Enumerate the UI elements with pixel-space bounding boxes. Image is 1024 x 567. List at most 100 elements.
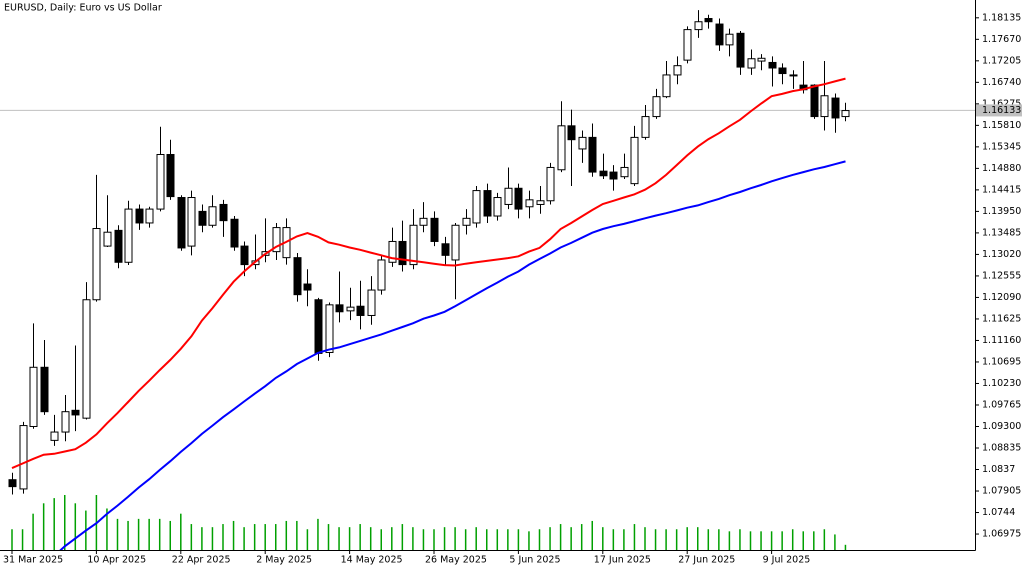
candle-body — [240, 245, 249, 266]
volume-bar — [644, 527, 646, 550]
x-tick-label: 31 Mar 2025 — [3, 555, 63, 566]
volume-bar — [127, 520, 129, 550]
volume-bar — [739, 529, 741, 550]
candle-body — [725, 33, 734, 46]
candle-body — [694, 21, 703, 31]
y-tick-label: 1.0837 — [982, 464, 1015, 475]
volume-bar — [549, 527, 551, 550]
candle-body — [820, 95, 829, 118]
volume-bar — [665, 529, 667, 550]
y-tick-label: 1.11160 — [982, 335, 1021, 346]
volume-bar — [327, 524, 330, 550]
y-tick-label: 1.11625 — [982, 313, 1021, 324]
volume-bar — [623, 529, 625, 550]
volume-bar — [591, 520, 593, 550]
candle-body — [810, 84, 819, 118]
candle-body — [789, 74, 798, 77]
moving-average — [59, 160, 846, 550]
x-tick-label: 2 May 2025 — [256, 555, 312, 566]
candle-body — [673, 65, 682, 76]
candle-body — [19, 425, 28, 490]
volume-bar — [433, 529, 435, 550]
volume-bar — [559, 524, 562, 550]
x-tick-label: 17 Jun 2025 — [594, 555, 651, 566]
candle-body — [156, 153, 165, 210]
candle-body — [92, 228, 101, 301]
candle-body — [609, 171, 618, 180]
candle-body — [683, 29, 692, 61]
y-tick-label: 1.12555 — [982, 270, 1021, 281]
candle-body — [71, 409, 80, 416]
candle-body — [61, 411, 70, 433]
candle-body — [483, 190, 492, 217]
x-tick-label: 26 May 2025 — [425, 555, 487, 566]
y-tick-label: 1.09765 — [982, 399, 1021, 410]
candle-body — [377, 259, 386, 291]
y-tick-label: 1.0744 — [982, 507, 1015, 518]
volume-bar — [275, 524, 277, 550]
volume-bar — [728, 531, 731, 550]
candle-body — [398, 240, 407, 266]
volume-bar — [222, 524, 224, 550]
volume-bar — [464, 529, 467, 550]
candle-body — [757, 57, 766, 62]
y-tick-label: 1.09300 — [982, 421, 1021, 432]
y-tick-label: 1.16740 — [982, 77, 1021, 88]
volume-bar — [53, 498, 55, 550]
volume-bar — [781, 531, 783, 550]
volume-bar — [813, 531, 815, 550]
volume-bar — [180, 513, 182, 550]
candle-body — [736, 32, 745, 68]
volume-bar — [654, 529, 657, 550]
y-tick-label: 1.15345 — [982, 141, 1021, 152]
volume-bar — [760, 531, 762, 550]
candle-body — [841, 110, 850, 118]
candle-body — [441, 243, 450, 256]
candle-body — [114, 229, 123, 263]
volume-bar — [369, 527, 372, 550]
volume-bar — [486, 529, 488, 550]
volume-bar — [243, 527, 245, 550]
candle-body — [409, 224, 418, 266]
y-tick-label: 1.07905 — [982, 486, 1021, 497]
candle-body — [462, 217, 471, 226]
candle-body — [8, 479, 17, 488]
volume-bar — [64, 495, 66, 550]
candle-body — [103, 231, 112, 247]
x-tick-label: 14 May 2025 — [341, 555, 403, 566]
volume-bar — [232, 520, 235, 550]
volume-bar — [148, 518, 150, 550]
candle-body — [493, 197, 502, 217]
volume-bar — [317, 518, 319, 550]
candle-body — [314, 299, 323, 354]
candle-body — [166, 153, 175, 198]
candle-body — [768, 61, 777, 69]
volume-bar — [359, 524, 361, 550]
volume-bar — [675, 529, 678, 550]
x-tick-label: 5 Jun 2025 — [509, 555, 560, 566]
volume-bar — [454, 527, 456, 550]
volume-bar — [422, 529, 425, 550]
y-tick-label: 1.17670 — [982, 34, 1021, 45]
candle-body — [630, 136, 639, 185]
volume-bar — [580, 524, 583, 550]
candle-body — [208, 206, 217, 226]
candle-body — [198, 210, 207, 226]
candle-body — [356, 305, 365, 316]
volume-bar — [169, 520, 171, 550]
candle-body — [567, 125, 576, 141]
candle-body — [388, 240, 397, 263]
volume-bar — [686, 527, 688, 550]
candle-body — [219, 203, 228, 222]
volume-bar — [823, 529, 826, 550]
chart-title: EURUSD, Daily: Euro vs US Dollar — [4, 3, 162, 14]
volume-bar — [158, 518, 161, 550]
y-tick-label: 1.13020 — [982, 249, 1021, 260]
y-tick-label: 1.08835 — [982, 443, 1021, 454]
volume-bar — [42, 503, 45, 550]
candle-body — [504, 187, 513, 205]
volume-bar — [380, 529, 382, 550]
moving-average — [11, 77, 846, 470]
